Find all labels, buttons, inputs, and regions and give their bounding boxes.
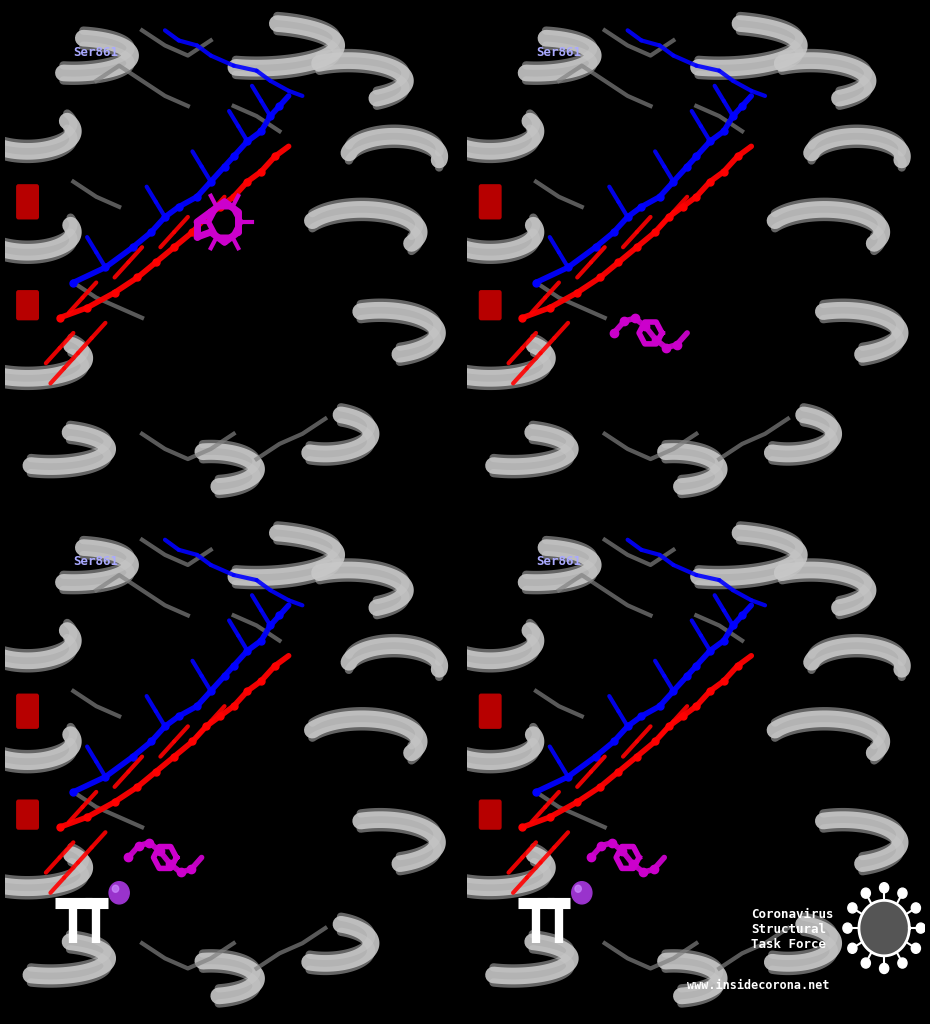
FancyBboxPatch shape: [479, 800, 501, 829]
Circle shape: [109, 882, 129, 904]
Text: Ser861: Ser861: [73, 555, 118, 568]
Circle shape: [911, 943, 921, 953]
Circle shape: [897, 958, 907, 968]
Circle shape: [861, 888, 870, 898]
Text: www.insidecorona.net: www.insidecorona.net: [687, 979, 830, 991]
FancyBboxPatch shape: [16, 800, 39, 829]
Circle shape: [861, 958, 870, 968]
Circle shape: [880, 964, 889, 974]
FancyBboxPatch shape: [479, 184, 501, 219]
Text: Coronavirus
Structural
Task Force: Coronavirus Structural Task Force: [751, 908, 834, 951]
FancyBboxPatch shape: [16, 693, 39, 729]
Circle shape: [880, 883, 889, 893]
Circle shape: [572, 882, 591, 904]
Circle shape: [575, 885, 581, 892]
FancyBboxPatch shape: [16, 184, 39, 219]
Circle shape: [113, 885, 119, 892]
Circle shape: [897, 888, 907, 898]
Circle shape: [848, 943, 857, 953]
Circle shape: [916, 923, 925, 933]
Circle shape: [843, 923, 852, 933]
Text: Ser861: Ser861: [73, 45, 118, 58]
FancyBboxPatch shape: [479, 693, 501, 729]
FancyBboxPatch shape: [479, 290, 501, 321]
Text: Ser861: Ser861: [536, 45, 581, 58]
Circle shape: [911, 903, 921, 913]
FancyBboxPatch shape: [16, 290, 39, 321]
Polygon shape: [859, 900, 910, 955]
Circle shape: [848, 903, 857, 913]
Text: Ser861: Ser861: [536, 555, 581, 568]
